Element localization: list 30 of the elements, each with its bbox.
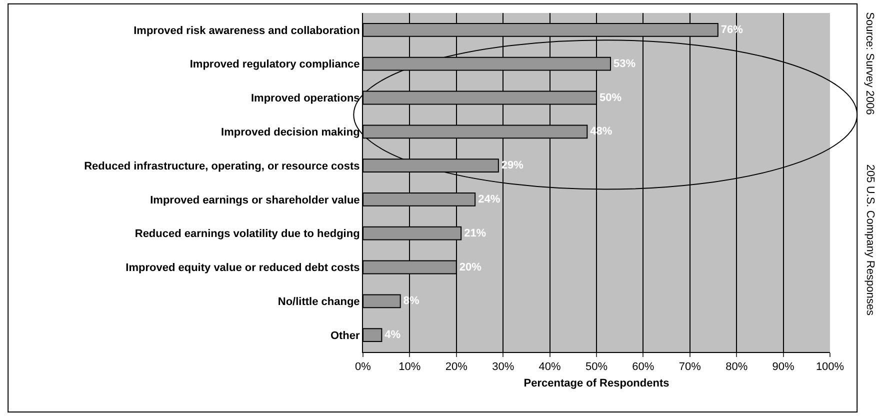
x-tick-label: 0% bbox=[355, 361, 372, 374]
x-tick-label: 60% bbox=[632, 361, 654, 374]
x-tick-label: 70% bbox=[678, 361, 702, 374]
y-tick-label: Improved operations bbox=[251, 92, 360, 105]
data-label: 21% bbox=[464, 227, 486, 240]
x-tick-label: 90% bbox=[772, 361, 795, 374]
x-tick-label: 80% bbox=[726, 361, 748, 374]
data-label: 4% bbox=[384, 329, 401, 342]
x-tick-label: 50% bbox=[585, 361, 608, 374]
y-tick-label: Improved risk awareness and collaboration bbox=[134, 24, 360, 37]
data-label: 24% bbox=[478, 193, 500, 206]
data-label: 53% bbox=[614, 58, 636, 70]
y-tick-label: Improved regulatory compliance bbox=[190, 58, 360, 71]
x-tick-label: 20% bbox=[445, 361, 468, 374]
y-tick-label: Improved decision making bbox=[221, 126, 360, 138]
y-tick-label: Improved equity value or reduced debt costs bbox=[126, 262, 360, 274]
x-tick-label: 30% bbox=[492, 361, 514, 374]
y-tick-label: Reduced infrastructure, operating, or resource costs bbox=[84, 160, 360, 172]
text: 205 U.S. Company Responses bbox=[864, 164, 876, 316]
y-tick-label: Other bbox=[330, 330, 361, 342]
data-label: 20% bbox=[459, 261, 482, 274]
x-tick-label: 10% bbox=[398, 361, 421, 374]
data-label: 50% bbox=[600, 92, 622, 104]
x-tick-label: 40% bbox=[538, 361, 562, 374]
y-tick-label: No/little change bbox=[278, 296, 360, 308]
source-note: Source: Survey 2006 bbox=[864, 12, 876, 115]
y-tick-label: Reduced earnings volatility due to hedging bbox=[134, 228, 360, 240]
x-axis-title: Percentage of Respondents bbox=[524, 377, 670, 390]
y-tick-label: Improved earnings or shareholder value bbox=[150, 194, 360, 206]
x-tick-label: 100% bbox=[816, 361, 844, 374]
